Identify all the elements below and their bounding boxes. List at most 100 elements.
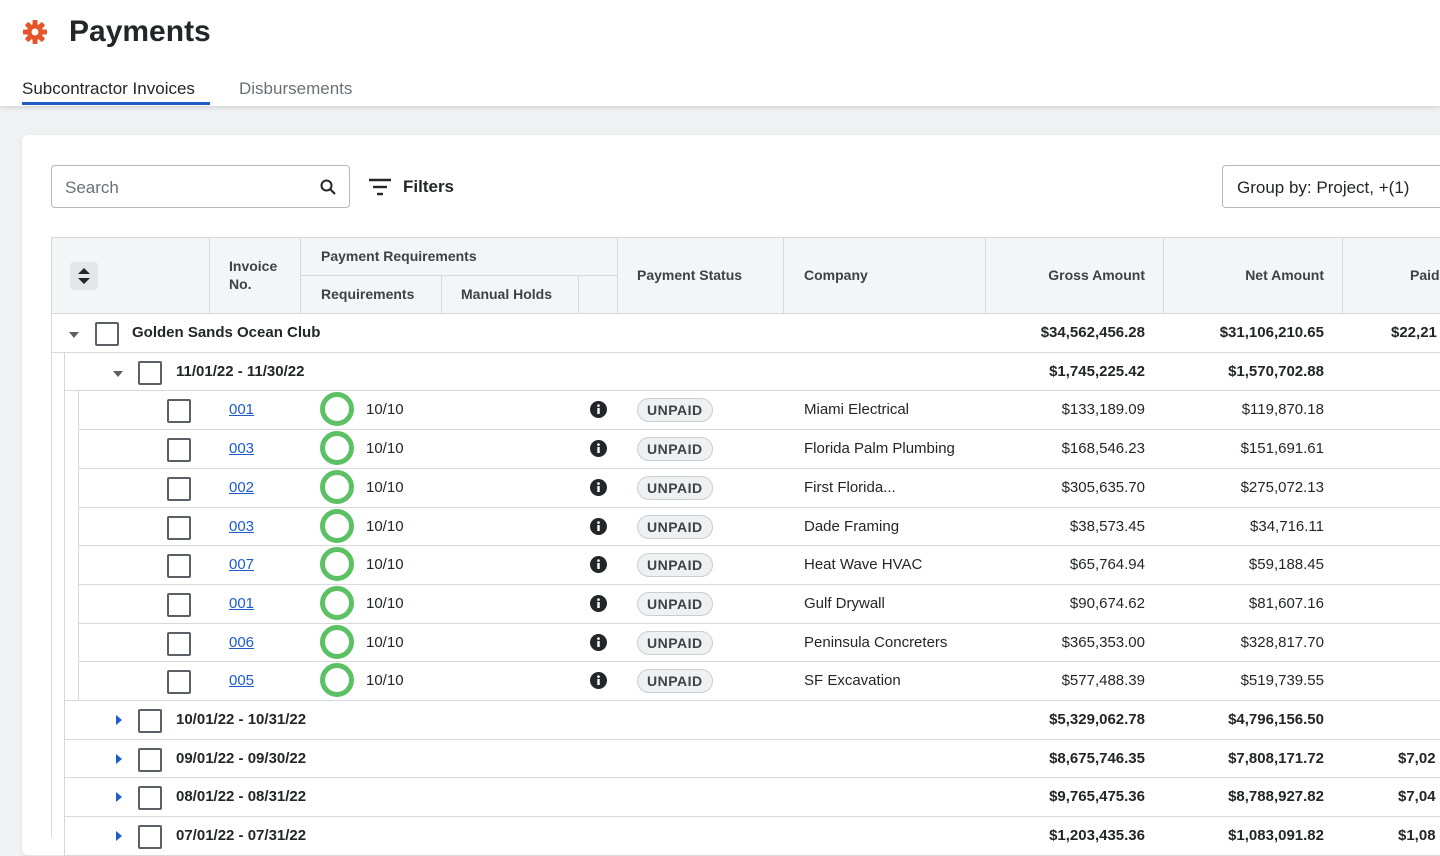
column-divider bbox=[78, 661, 79, 701]
checkbox[interactable] bbox=[167, 477, 191, 501]
info-icon-glyph bbox=[590, 440, 607, 457]
table: Invoice No. Payment Requirements Requireme… bbox=[0, 0, 1440, 836]
collapse-caret[interactable] bbox=[112, 366, 124, 376]
checkbox[interactable] bbox=[167, 670, 191, 694]
info-icon[interactable] bbox=[590, 518, 607, 535]
gross-amount: $65,764.94 bbox=[985, 556, 1145, 574]
checkbox[interactable] bbox=[138, 825, 162, 849]
expand-caret[interactable] bbox=[114, 713, 124, 725]
checkbox[interactable] bbox=[138, 786, 162, 810]
sort-glyph bbox=[70, 262, 98, 290]
net-amount: $8,788,927.82 bbox=[1163, 788, 1324, 806]
column-divider bbox=[78, 545, 79, 585]
paid-amount: $7,04 bbox=[1398, 788, 1436, 806]
requirements-count: 10/10 bbox=[366, 440, 404, 458]
requirements-count: 10/10 bbox=[366, 634, 404, 652]
company-name: Heat Wave HVAC bbox=[804, 556, 922, 574]
checkbox[interactable] bbox=[138, 361, 162, 385]
checkbox[interactable] bbox=[167, 399, 191, 423]
checkbox[interactable] bbox=[167, 554, 191, 578]
gross-amount: $168,546.23 bbox=[985, 440, 1145, 458]
status-badge: UNPAID bbox=[637, 515, 713, 539]
invoice-link[interactable]: 003 bbox=[229, 518, 254, 535]
column-header: Net Amount bbox=[1163, 266, 1324, 284]
info-icon[interactable] bbox=[590, 479, 607, 496]
company-name: Florida Palm Plumbing bbox=[804, 440, 955, 458]
net-amount: $151,691.61 bbox=[1163, 440, 1324, 458]
checkbox[interactable] bbox=[138, 709, 162, 733]
invoice-link[interactable]: 007 bbox=[229, 556, 254, 573]
column-divider bbox=[64, 661, 65, 701]
column-divider bbox=[64, 468, 65, 508]
paid-amount: $7,02 bbox=[1398, 750, 1436, 768]
column-header: Payment Status bbox=[637, 266, 742, 284]
net-amount: $31,106,210.65 bbox=[1163, 324, 1324, 342]
info-icon[interactable] bbox=[590, 672, 607, 689]
column-divider bbox=[64, 584, 65, 624]
invoice-link[interactable]: 001 bbox=[229, 595, 254, 612]
expand-caret[interactable] bbox=[114, 829, 124, 841]
row-divider bbox=[300, 275, 617, 276]
checkbox[interactable] bbox=[167, 438, 191, 462]
info-icon[interactable] bbox=[590, 440, 607, 457]
column-divider bbox=[64, 739, 65, 779]
row-divider bbox=[78, 429, 1440, 430]
column-divider bbox=[209, 237, 210, 313]
checkbox[interactable] bbox=[167, 593, 191, 617]
requirements-count: 10/10 bbox=[366, 401, 404, 419]
column-header: Payment Requirements bbox=[321, 247, 477, 265]
period-range: 08/01/22 - 08/31/22 bbox=[176, 788, 306, 806]
row-divider bbox=[78, 584, 1440, 585]
page: Payments Subcontractor Invoices Disburse… bbox=[0, 0, 1440, 836]
info-icon[interactable] bbox=[590, 634, 607, 651]
net-amount: $119,870.18 bbox=[1163, 401, 1324, 419]
info-icon-glyph bbox=[590, 401, 607, 418]
requirements-ring bbox=[320, 625, 354, 659]
checkbox[interactable] bbox=[167, 632, 191, 656]
invoice-link[interactable]: 002 bbox=[229, 479, 254, 496]
requirements-ring bbox=[320, 470, 354, 504]
invoice-link[interactable]: 001 bbox=[229, 401, 254, 418]
gross-amount: $38,573.45 bbox=[985, 518, 1145, 536]
company-name: Gulf Drywall bbox=[804, 595, 885, 613]
column-header: Requirements bbox=[321, 285, 414, 303]
invoice-link[interactable]: 005 bbox=[229, 672, 254, 689]
gross-amount: $90,674.62 bbox=[985, 595, 1145, 613]
column-header: Invoice No. bbox=[229, 257, 289, 293]
net-amount: $81,607.16 bbox=[1163, 595, 1324, 613]
invoice-link[interactable]: 006 bbox=[229, 634, 254, 651]
column-divider bbox=[64, 700, 65, 740]
column-divider bbox=[64, 390, 65, 430]
column-header: Paid bbox=[1410, 266, 1440, 284]
period-range: 10/01/22 - 10/31/22 bbox=[176, 711, 306, 729]
sort-button[interactable] bbox=[70, 262, 98, 290]
expand-caret-glyph bbox=[114, 830, 124, 842]
row-divider bbox=[51, 237, 1440, 238]
status-badge: UNPAID bbox=[637, 669, 713, 693]
collapse-caret[interactable] bbox=[68, 327, 80, 337]
column-header: Manual Holds bbox=[461, 285, 552, 303]
requirements-count: 10/10 bbox=[366, 672, 404, 690]
company-name: First Florida... bbox=[804, 479, 896, 497]
net-amount: $519,739.55 bbox=[1163, 672, 1324, 690]
info-icon[interactable] bbox=[590, 595, 607, 612]
info-icon[interactable] bbox=[590, 401, 607, 418]
net-amount: $1,570,702.88 bbox=[1163, 363, 1324, 381]
info-icon[interactable] bbox=[590, 556, 607, 573]
period-range: 09/01/22 - 09/30/22 bbox=[176, 750, 306, 768]
column-divider bbox=[64, 545, 65, 585]
checkbox[interactable] bbox=[167, 516, 191, 540]
info-icon-glyph bbox=[590, 595, 607, 612]
column-header: Gross Amount bbox=[985, 266, 1145, 284]
checkbox[interactable] bbox=[95, 322, 119, 346]
requirements-ring bbox=[320, 392, 354, 426]
requirements-ring bbox=[320, 431, 354, 465]
company-name: SF Excavation bbox=[804, 672, 901, 690]
row-divider bbox=[64, 700, 1440, 701]
gross-amount: $365,353.00 bbox=[985, 634, 1145, 652]
invoice-link[interactable]: 003 bbox=[229, 440, 254, 457]
checkbox[interactable] bbox=[138, 748, 162, 772]
expand-caret[interactable] bbox=[114, 790, 124, 802]
expand-caret[interactable] bbox=[114, 752, 124, 764]
collapse-caret-glyph bbox=[68, 330, 80, 340]
